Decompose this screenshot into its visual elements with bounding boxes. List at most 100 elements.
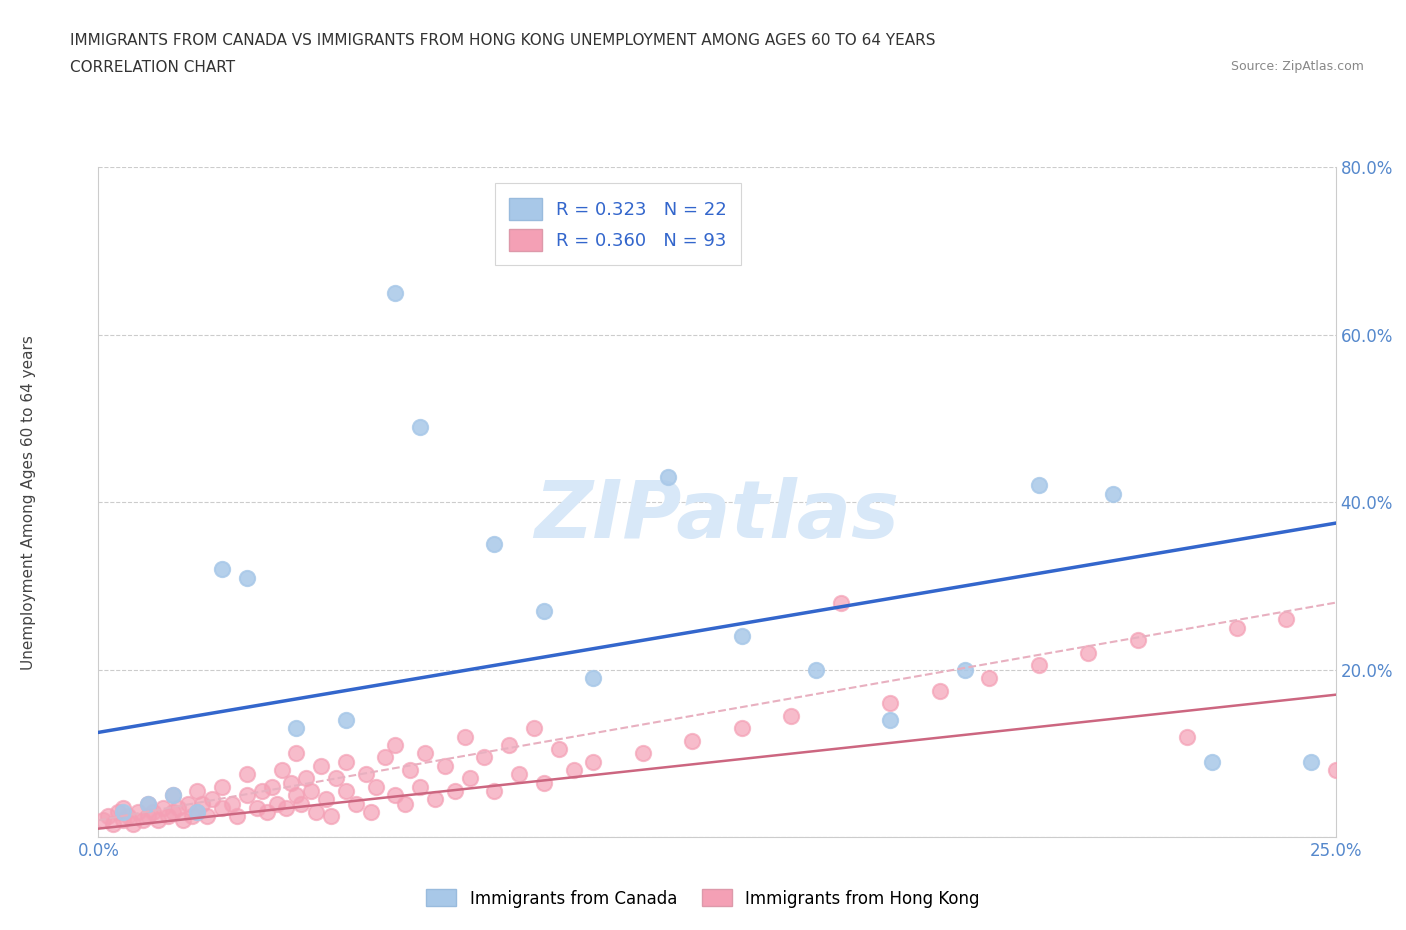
Point bbox=[443, 783, 465, 798]
Point bbox=[93, 813, 115, 828]
Point bbox=[325, 771, 347, 786]
Point bbox=[162, 804, 184, 819]
Point bbox=[953, 662, 976, 677]
Point bbox=[250, 783, 273, 798]
Text: Source: ZipAtlas.com: Source: ZipAtlas.com bbox=[1230, 60, 1364, 73]
Point bbox=[256, 804, 278, 819]
Point bbox=[112, 804, 135, 819]
Point bbox=[1028, 478, 1050, 493]
Point bbox=[731, 721, 754, 736]
Text: ZIPatlas: ZIPatlas bbox=[534, 476, 900, 554]
Point bbox=[290, 796, 312, 811]
Point bbox=[498, 737, 520, 752]
Point bbox=[1201, 754, 1223, 769]
Point bbox=[409, 419, 432, 434]
Point bbox=[276, 800, 298, 815]
Point bbox=[409, 779, 432, 794]
Point bbox=[285, 746, 308, 761]
Point bbox=[1077, 645, 1099, 660]
Point bbox=[804, 662, 827, 677]
Point bbox=[582, 754, 605, 769]
Point bbox=[399, 763, 422, 777]
Point bbox=[394, 796, 416, 811]
Point bbox=[107, 804, 129, 819]
Point bbox=[186, 804, 208, 819]
Point bbox=[1175, 729, 1198, 744]
Point bbox=[453, 729, 475, 744]
Point bbox=[132, 813, 155, 828]
Point bbox=[830, 595, 852, 610]
Point bbox=[211, 562, 233, 577]
Point bbox=[657, 470, 679, 485]
Point bbox=[335, 783, 357, 798]
Point bbox=[186, 783, 208, 798]
Point bbox=[260, 779, 283, 794]
Point bbox=[166, 800, 188, 815]
Point bbox=[508, 766, 530, 781]
Point bbox=[142, 804, 165, 819]
Point bbox=[780, 709, 803, 724]
Point bbox=[374, 750, 396, 764]
Point bbox=[1028, 658, 1050, 673]
Point bbox=[458, 771, 481, 786]
Y-axis label: Unemployment Among Ages 60 to 64 years: Unemployment Among Ages 60 to 64 years bbox=[21, 335, 37, 670]
Point bbox=[433, 759, 456, 774]
Point bbox=[201, 792, 224, 807]
Point bbox=[484, 783, 506, 798]
Point bbox=[112, 800, 135, 815]
Point bbox=[112, 813, 135, 828]
Text: CORRELATION CHART: CORRELATION CHART bbox=[70, 60, 235, 75]
Point bbox=[309, 759, 332, 774]
Point bbox=[1226, 620, 1249, 635]
Point bbox=[152, 800, 174, 815]
Point bbox=[156, 809, 179, 824]
Point bbox=[364, 779, 387, 794]
Point bbox=[305, 804, 328, 819]
Point bbox=[484, 537, 506, 551]
Point bbox=[181, 809, 204, 824]
Point bbox=[582, 671, 605, 685]
Point bbox=[631, 746, 654, 761]
Point bbox=[176, 796, 198, 811]
Point bbox=[384, 737, 406, 752]
Point bbox=[221, 796, 243, 811]
Point bbox=[127, 804, 149, 819]
Point bbox=[1275, 612, 1298, 627]
Point bbox=[211, 779, 233, 794]
Point bbox=[523, 721, 546, 736]
Point bbox=[270, 763, 292, 777]
Point bbox=[335, 754, 357, 769]
Point bbox=[315, 792, 337, 807]
Point bbox=[360, 804, 382, 819]
Point bbox=[1324, 763, 1347, 777]
Point bbox=[211, 800, 233, 815]
Point bbox=[1299, 754, 1322, 769]
Point bbox=[136, 796, 159, 811]
Point bbox=[731, 629, 754, 644]
Point bbox=[562, 763, 585, 777]
Point bbox=[236, 570, 259, 585]
Point bbox=[413, 746, 436, 761]
Point bbox=[979, 671, 1001, 685]
Point bbox=[1126, 633, 1149, 648]
Point bbox=[1102, 486, 1125, 501]
Point bbox=[236, 766, 259, 781]
Point bbox=[172, 813, 194, 828]
Text: IMMIGRANTS FROM CANADA VS IMMIGRANTS FROM HONG KONG UNEMPLOYMENT AMONG AGES 60 T: IMMIGRANTS FROM CANADA VS IMMIGRANTS FRO… bbox=[70, 33, 936, 47]
Point bbox=[354, 766, 377, 781]
Point bbox=[266, 796, 288, 811]
Point bbox=[384, 286, 406, 300]
Point bbox=[423, 792, 446, 807]
Point bbox=[335, 712, 357, 727]
Point bbox=[195, 809, 218, 824]
Point bbox=[285, 788, 308, 803]
Point bbox=[146, 813, 169, 828]
Legend: Immigrants from Canada, Immigrants from Hong Kong: Immigrants from Canada, Immigrants from … bbox=[419, 883, 987, 914]
Point bbox=[879, 712, 901, 727]
Point bbox=[681, 733, 703, 748]
Point bbox=[319, 809, 342, 824]
Point bbox=[162, 788, 184, 803]
Point bbox=[299, 783, 322, 798]
Point bbox=[533, 776, 555, 790]
Point bbox=[103, 817, 125, 832]
